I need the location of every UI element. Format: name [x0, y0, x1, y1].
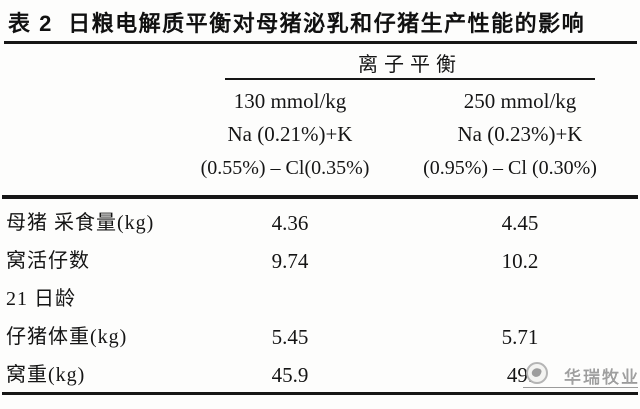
table-row: 窝活仔数 9.74 10.2 — [0, 242, 640, 280]
col1-cl-header: (0.55%) – Cl(0.35%) — [200, 157, 370, 179]
row-label: 窝活仔数 — [6, 250, 90, 272]
watermark: 华瑞牧业 — [522, 360, 640, 390]
divider-header-body — [2, 195, 638, 199]
cell-value: 4.36 — [271, 211, 309, 235]
watermark-text: 华瑞牧业 — [564, 368, 640, 387]
table-row: 母猪 采食量(kg) 4.36 4.45 — [0, 204, 640, 242]
divider-top — [4, 41, 637, 44]
col2-cl-header: (0.95%) – Cl (0.30%) — [423, 157, 597, 179]
cell-value: 5.71 — [501, 325, 539, 349]
col1-dose-header: 130 mmol/kg — [233, 89, 347, 113]
divider-bottom — [2, 392, 638, 395]
table-title: 表 2 日粮电解质平衡对母猪泌乳和仔猪生产性能的影响 — [8, 11, 586, 36]
row-label: 21 日龄 — [6, 288, 76, 310]
cell-value: 4.45 — [501, 211, 539, 235]
cell-value: 9.74 — [271, 249, 309, 273]
col1-na-k-header: Na (0.21%)+K — [227, 122, 353, 146]
cell-value: 10.2 — [501, 249, 539, 273]
group-header-ion-balance: 离子平衡 — [358, 54, 462, 76]
row-label: 窝重(kg) — [6, 364, 86, 386]
table-row: 21 日龄 — [0, 280, 640, 318]
group-header-underline — [225, 78, 595, 80]
table-body: 母猪 采食量(kg) 4.36 4.45 窝活仔数 9.74 10.2 21 日… — [0, 204, 640, 394]
row-label: 仔猪体重(kg) — [6, 326, 128, 348]
huarui-logo-icon — [526, 362, 548, 384]
row-label: 母猪 采食量(kg) — [6, 212, 155, 234]
watermark-underline — [523, 387, 638, 388]
col2-na-k-header: Na (0.23%)+K — [457, 122, 583, 146]
col2-dose-header: 250 mmol/kg — [463, 89, 577, 113]
table-row: 仔猪体重(kg) 5.45 5.71 — [0, 318, 640, 356]
cell-value: 5.45 — [271, 325, 309, 349]
cell-value: 45.9 — [271, 363, 309, 387]
table-row: 窝重(kg) 45.9 49. — [0, 356, 640, 394]
